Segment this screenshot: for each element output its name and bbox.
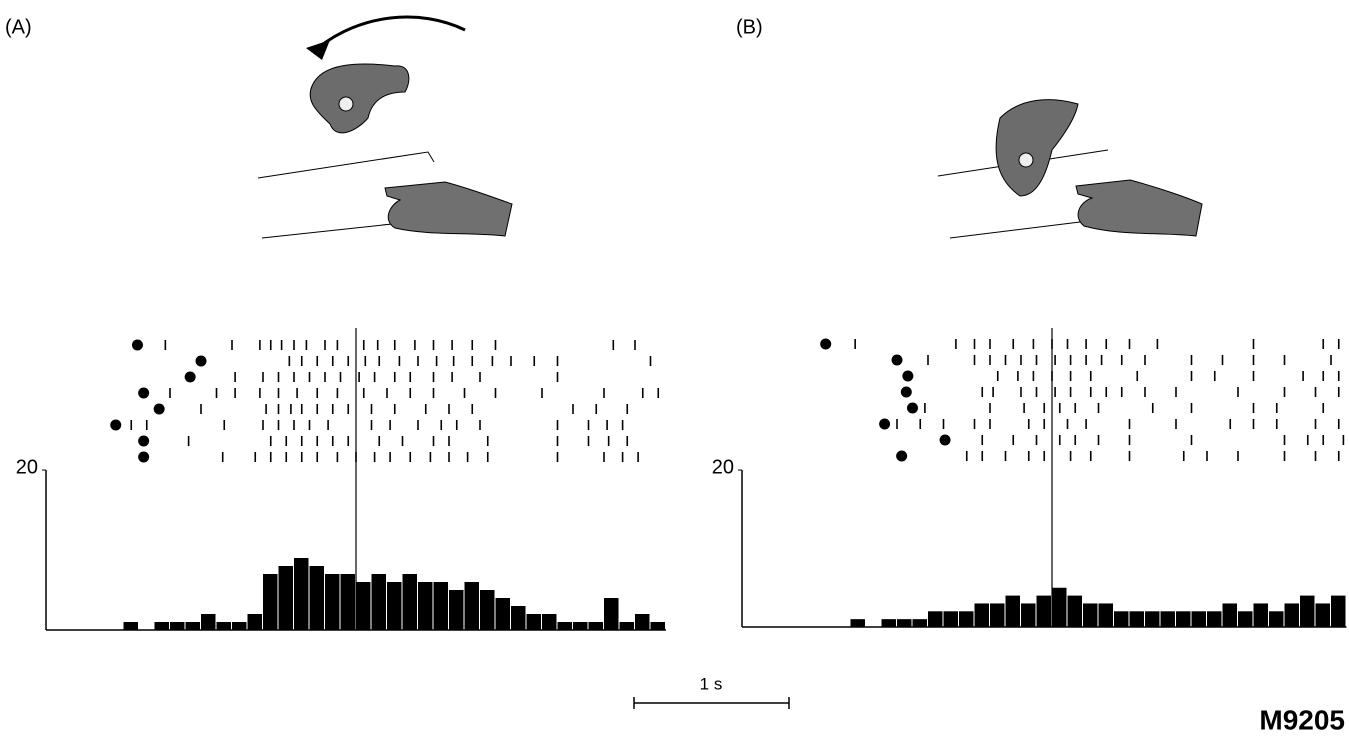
panel-label: (B) bbox=[736, 16, 763, 38]
histogram-bar bbox=[511, 606, 526, 630]
histogram-bar bbox=[371, 574, 386, 630]
histogram-bar bbox=[480, 590, 495, 630]
histogram-bar bbox=[1222, 603, 1237, 627]
histogram-bar bbox=[1098, 603, 1113, 627]
histogram-bar bbox=[1253, 603, 1268, 627]
histogram-bar bbox=[1067, 595, 1082, 627]
histogram-bar bbox=[1036, 595, 1051, 627]
panel-label: (A) bbox=[5, 16, 32, 38]
histogram-bar bbox=[604, 598, 619, 630]
histogram-bar bbox=[1176, 611, 1191, 627]
rotation-arrow bbox=[317, 15, 466, 50]
histogram-bar bbox=[247, 614, 262, 630]
histogram-bar bbox=[912, 619, 927, 627]
histogram-bar bbox=[232, 622, 247, 630]
histogram-bar bbox=[263, 574, 278, 630]
histogram-bar bbox=[1005, 595, 1020, 627]
histogram-bar bbox=[356, 582, 371, 630]
trial-marker bbox=[138, 451, 150, 463]
trial-marker bbox=[907, 402, 918, 414]
histogram-bar bbox=[1331, 595, 1346, 627]
histogram-bar bbox=[185, 622, 200, 630]
trial-marker bbox=[902, 370, 914, 382]
histogram-bar bbox=[897, 619, 912, 627]
histogram-bar bbox=[418, 582, 433, 630]
illustration-b bbox=[937, 99, 1203, 239]
histogram-bar bbox=[619, 622, 634, 630]
histogram-bar bbox=[387, 582, 402, 630]
histogram-bar bbox=[433, 582, 448, 630]
scale-bar-label: 1 s bbox=[700, 674, 723, 693]
trial-marker bbox=[131, 339, 143, 351]
histogram-bar bbox=[928, 611, 943, 627]
histogram-bar bbox=[542, 614, 557, 630]
histogram-bar bbox=[1129, 611, 1144, 627]
histogram-bar bbox=[123, 622, 138, 630]
histogram-bar bbox=[1145, 611, 1160, 627]
histogram-bar bbox=[154, 622, 169, 630]
histogram-bar bbox=[974, 603, 989, 627]
histogram-bar bbox=[216, 622, 231, 630]
histogram-bar bbox=[959, 611, 974, 627]
histogram-bar bbox=[850, 619, 865, 627]
trial-marker bbox=[138, 435, 150, 447]
histogram-bar bbox=[1191, 611, 1206, 627]
histogram-bar bbox=[526, 614, 541, 630]
histogram-bar bbox=[1160, 611, 1175, 627]
histogram-bar bbox=[449, 590, 464, 630]
histogram-bar bbox=[1114, 611, 1129, 627]
histogram-bar bbox=[325, 574, 340, 630]
trial-marker bbox=[891, 354, 903, 366]
histogram-bar bbox=[294, 558, 309, 630]
histogram-bar bbox=[1300, 595, 1315, 627]
histogram-bar bbox=[1083, 603, 1098, 627]
trial-marker bbox=[900, 386, 912, 398]
trial-marker bbox=[939, 434, 951, 446]
trial-marker bbox=[879, 418, 891, 430]
y-tick-label: 20 bbox=[16, 456, 38, 478]
figure-id: M9205 bbox=[1259, 704, 1345, 735]
histogram-bar bbox=[990, 603, 1005, 627]
histogram-bar bbox=[573, 622, 588, 630]
histogram-bar bbox=[402, 574, 417, 630]
histogram-bar bbox=[278, 566, 293, 630]
histogram-bar bbox=[170, 622, 185, 630]
histogram-bar bbox=[943, 611, 958, 627]
trial-marker bbox=[153, 403, 165, 415]
trial-marker bbox=[184, 371, 196, 383]
arrow-head bbox=[306, 40, 330, 60]
histogram-bar bbox=[588, 622, 603, 630]
histogram-bar bbox=[1021, 603, 1036, 627]
histogram-bar bbox=[1207, 611, 1222, 627]
histogram-bar bbox=[309, 566, 324, 630]
histogram-bar bbox=[1269, 611, 1284, 627]
histogram-bar bbox=[881, 619, 896, 627]
trial-marker bbox=[138, 387, 150, 399]
histogram-bar bbox=[340, 574, 355, 630]
trial-marker bbox=[110, 419, 122, 431]
histogram-bar bbox=[201, 614, 216, 630]
histogram-bar bbox=[1315, 603, 1330, 627]
trial-marker bbox=[195, 355, 207, 367]
histogram-bar bbox=[495, 598, 510, 630]
histogram-bar bbox=[1238, 611, 1253, 627]
histogram-bar bbox=[557, 622, 572, 630]
histogram-bar bbox=[635, 614, 650, 630]
illustration-a bbox=[257, 15, 513, 239]
histogram-bar bbox=[1284, 603, 1299, 627]
trial-marker bbox=[820, 338, 832, 350]
histogram-bar bbox=[464, 582, 479, 630]
histogram-bar bbox=[650, 622, 665, 630]
trial-marker bbox=[896, 450, 908, 462]
histogram-bar bbox=[1052, 587, 1067, 627]
y-tick-label: 20 bbox=[712, 456, 734, 478]
